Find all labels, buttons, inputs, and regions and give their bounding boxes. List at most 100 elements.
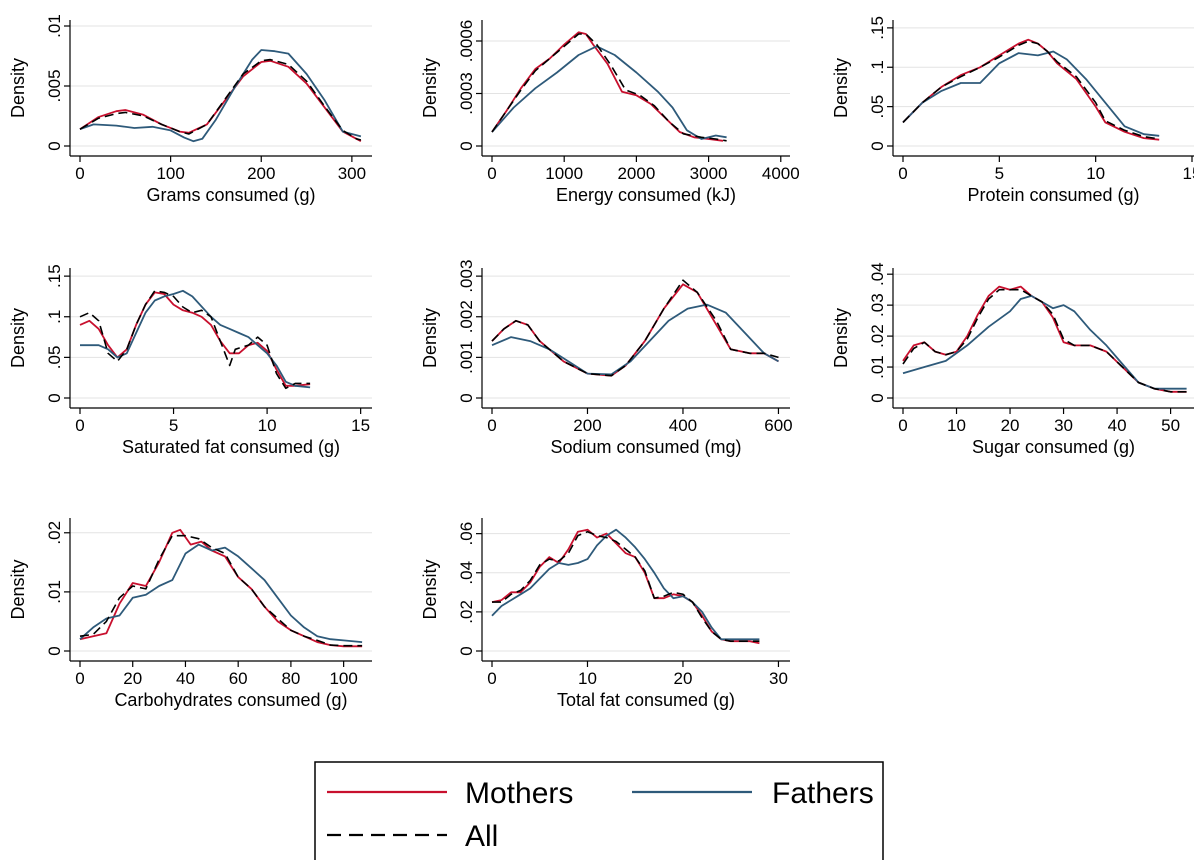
y-tick-label: 0 [457, 646, 476, 655]
series-line-all [902, 40, 1160, 140]
y-tick-label: .01 [45, 14, 64, 38]
panel-total-fat-consumed-g: 0 .02 .04 .06 0 10 20 30 Density Total fat consum… [420, 518, 790, 710]
x-tick-label: 40 [176, 669, 195, 688]
x-tick-label: 200 [573, 416, 601, 435]
legend-label-mothers: Mothers [465, 777, 573, 810]
y-tick-label: .001 [457, 341, 476, 374]
y-tick-label: .0003 [457, 72, 476, 115]
y-tick-label: .02 [457, 600, 476, 624]
y-tick-label: .04 [457, 561, 476, 585]
x-tick-label: 10 [258, 416, 277, 435]
x-tick-label: 50 [1161, 416, 1180, 435]
y-axis-title: Density [8, 58, 28, 118]
x-tick-label: 400 [669, 416, 697, 435]
x-tick-label: 3000 [690, 164, 728, 183]
y-tick-label: .1 [45, 310, 64, 324]
y-tick-label: .02 [868, 324, 887, 348]
panel-grams-consumed-g: 0 .005 .01 0 100 200 300 Density Grams consumed … [8, 14, 372, 205]
y-tick-label: .1 [868, 60, 887, 74]
y-tick-label: .02 [45, 521, 64, 545]
x-tick-label: 5 [169, 416, 178, 435]
x-tick-label: 2000 [617, 164, 655, 183]
y-axis-title: Density [831, 58, 851, 118]
series-line-all [491, 279, 779, 377]
series-line-all [79, 58, 362, 141]
legend-box [314, 761, 884, 860]
y-tick-label: .15 [868, 16, 887, 40]
x-tick-label: 20 [123, 669, 142, 688]
x-tick-label: 60 [229, 669, 248, 688]
x-tick-label: 0 [75, 164, 84, 183]
y-tick-label: 0 [45, 141, 64, 150]
panel-carbohydrates-consumed-g: 0 .01 .02 0 20 40 60 80 100 Density Carbohydrates … [8, 518, 372, 710]
x-tick-label: 20 [674, 669, 693, 688]
x-axis-title: Sodium consumed (mg) [550, 437, 741, 457]
x-tick-label: 0 [487, 416, 496, 435]
y-axis-title: Density [831, 308, 851, 368]
y-tick-label: .01 [45, 580, 64, 604]
y-axis-title: Density [8, 308, 28, 368]
x-tick-label: 0 [898, 416, 907, 435]
y-tick-label: 0 [457, 393, 476, 402]
y-tick-label: .06 [457, 522, 476, 546]
panel-sodium-consumed-mg: 0 .001 .002 .003 0 200 400 600 Density Sodium con… [420, 260, 793, 457]
panel-protein-consumed-g: 0 .05 .1 .15 0 5 10 15 Density Protein consumed (… [831, 16, 1194, 205]
y-tick-label: 0 [868, 141, 887, 150]
x-tick-label: 200 [247, 164, 275, 183]
y-axis-title: Density [420, 559, 440, 619]
x-tick-label: 10 [947, 416, 966, 435]
x-axis-title: Grams consumed (g) [146, 185, 315, 205]
x-tick-label: 15 [1183, 164, 1194, 183]
x-axis-title: Protein consumed (g) [967, 185, 1139, 205]
series-line-fathers [79, 543, 363, 643]
x-tick-label: 4000 [762, 164, 800, 183]
x-tick-label: 0 [75, 669, 84, 688]
y-tick-label: .05 [868, 95, 887, 119]
y-tick-label: .04 [868, 262, 887, 286]
x-tick-label: 30 [1054, 416, 1073, 435]
y-tick-label: .005 [45, 69, 64, 102]
series-line-all [79, 534, 363, 647]
series-line-fathers [491, 303, 779, 376]
x-axis-title: Carbohydrates consumed (g) [114, 690, 347, 710]
x-tick-label: 1000 [545, 164, 583, 183]
y-tick-label: 0 [45, 646, 64, 655]
x-tick-label: 80 [281, 669, 300, 688]
x-tick-label: 0 [487, 164, 496, 183]
x-tick-label: 100 [329, 669, 357, 688]
y-tick-label: .05 [45, 346, 64, 370]
x-tick-label: 0 [487, 669, 496, 688]
y-tick-label: 0 [45, 393, 64, 402]
y-tick-label: 0 [457, 141, 476, 150]
x-tick-label: 100 [156, 164, 184, 183]
x-tick-label: 40 [1108, 416, 1127, 435]
y-axis-title: Density [420, 308, 440, 368]
x-tick-label: 0 [898, 164, 907, 183]
legend-label-fathers: Fathers [772, 777, 874, 810]
y-tick-label: .15 [45, 264, 64, 288]
series-line-fathers [491, 528, 760, 641]
y-tick-label: .01 [868, 355, 887, 379]
series-line-fathers [79, 49, 362, 143]
y-tick-label: .03 [868, 293, 887, 317]
y-axis-title: Density [420, 58, 440, 118]
series-line-all [491, 33, 727, 142]
x-tick-label: 30 [769, 669, 788, 688]
x-tick-label: 15 [351, 416, 370, 435]
x-axis-title: Total fat consumed (g) [557, 690, 735, 710]
series-line-all [79, 289, 311, 390]
series-line-mothers [79, 528, 363, 648]
panel-sugar-consumed-g: 0 .01 .02 .03 .04 0 10 20 30 40 50 Density Sugar con… [831, 262, 1194, 457]
panel-energy-consumed-kj: 0 .0003 .0006 0 1000 2000 3000 4000 Density Energ… [420, 20, 800, 205]
x-tick-label: 5 [995, 164, 1004, 183]
series-line-fathers [491, 45, 727, 140]
series-line-fathers [902, 50, 1160, 137]
series-line-mothers [491, 283, 779, 377]
x-tick-label: 600 [764, 416, 792, 435]
x-tick-label: 0 [75, 416, 84, 435]
x-axis-title: Saturated fat consumed (g) [122, 437, 340, 457]
y-axis-title: Density [8, 559, 28, 619]
x-tick-label: 20 [1001, 416, 1020, 435]
x-axis-title: Sugar consumed (g) [972, 437, 1135, 457]
